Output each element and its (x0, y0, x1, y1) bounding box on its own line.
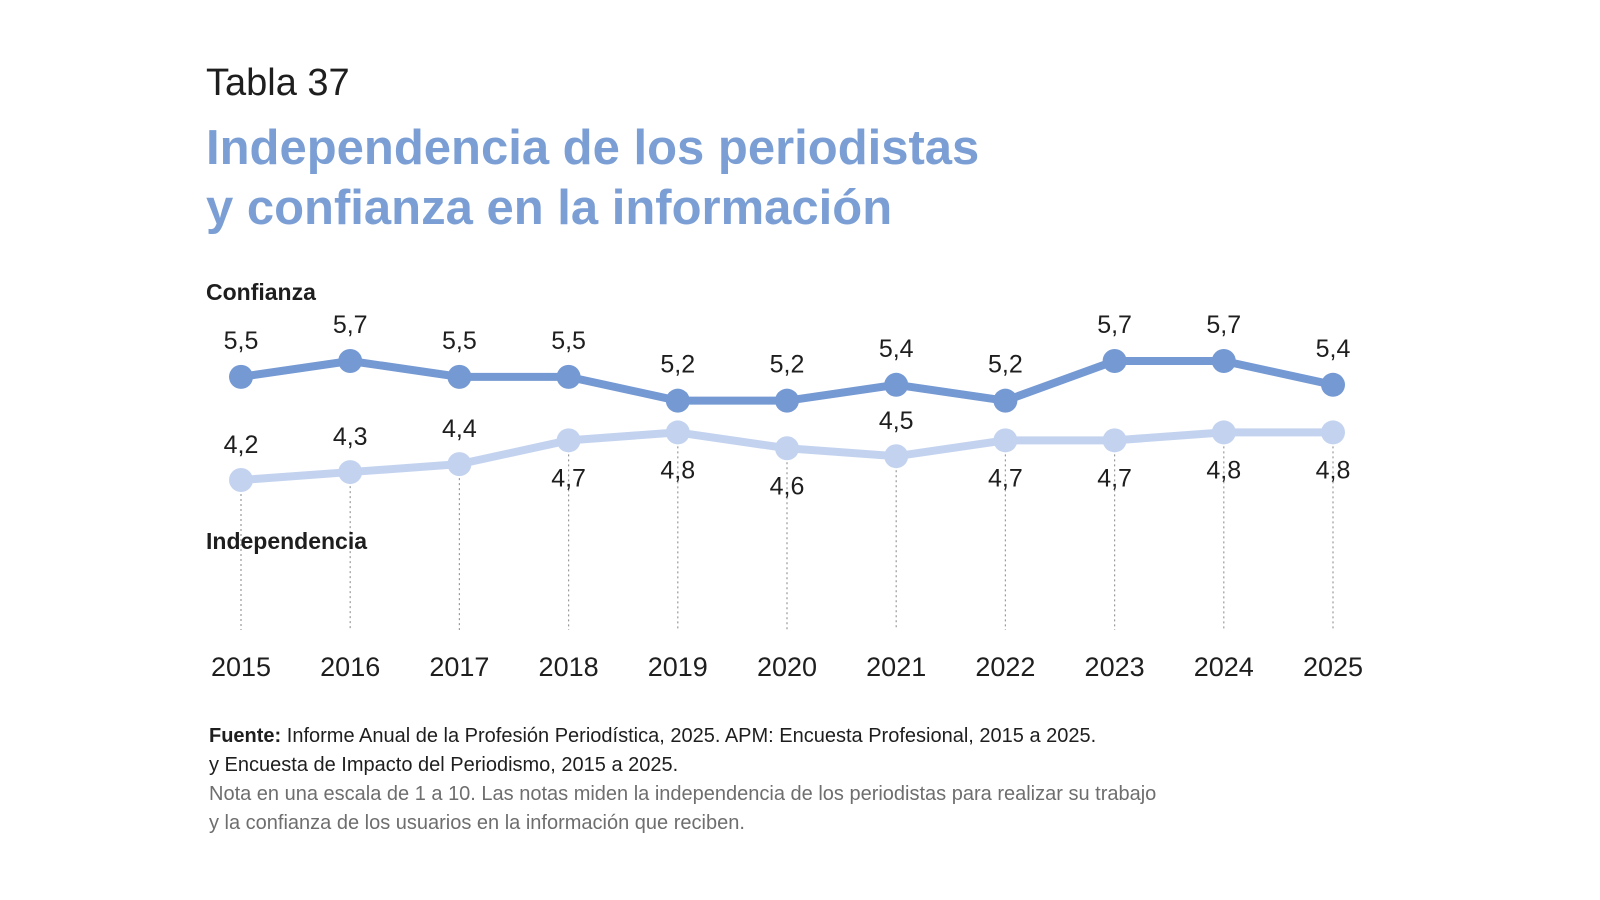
point-confianza-2023 (1102, 349, 1127, 373)
label-confianza-2022: 5,2 (988, 351, 1023, 379)
point-confianza-2017 (447, 364, 472, 389)
x-axis-tick-labels: 2015 2016 2017 2018 2019 2020 2021 2022 2023 2024… (211, 652, 1363, 682)
source-text: Informe Anual de la Profesión Periodísti… (281, 725, 1097, 747)
label-independencia-2016: 4,3 (333, 423, 368, 451)
tick-label-2017: 2017 (429, 652, 489, 682)
tick-label-2019: 2019 (648, 652, 708, 682)
label-independencia-2018: 4,7 (551, 464, 586, 492)
label-independencia-2022: 4,7 (988, 464, 1023, 492)
source-label: Fuente: (209, 725, 282, 747)
label-independencia-2015: 4,2 (224, 431, 259, 459)
point-confianza-2016 (338, 349, 363, 373)
tick-label-2025: 2025 (1303, 652, 1363, 682)
label-independencia-2024: 4,8 (1206, 456, 1241, 484)
chart-footer: Fuente: Informe Anual de la Profesión Pe… (209, 722, 1359, 838)
chart-title-line-2: y confianza en la información (206, 181, 893, 235)
point-independencia-2025 (1321, 420, 1345, 445)
label-confianza-2020: 5,2 (770, 351, 805, 379)
tick-label-2022: 2022 (975, 652, 1035, 682)
label-independencia-2021: 4,5 (879, 407, 914, 435)
line-chart: 5,5 5,7 5,5 5,5 5,2 5,2 5,4 5,2 5,7 5,7 5,4 4,2 4,3 4… (206, 279, 1363, 682)
label-independencia-2025: 4,8 (1316, 456, 1351, 484)
point-independencia-2021 (884, 444, 909, 469)
point-independencia-2018 (556, 428, 581, 453)
chart-title: Independencia de los periodistas y confi… (206, 118, 979, 238)
note-line-2: y la confianza de los usuarios en la inf… (209, 812, 745, 834)
point-independencia-2019 (665, 420, 690, 445)
point-independencia-2020 (775, 436, 799, 461)
tick-label-2020: 2020 (757, 652, 817, 682)
tick-label-2015: 2015 (211, 652, 271, 682)
data-points (229, 349, 1345, 492)
point-confianza-2021 (884, 372, 909, 397)
label-confianza-2016: 5,7 (333, 311, 368, 339)
chart-title-line-1: Independencia de los periodistas (206, 121, 980, 175)
point-confianza-2020 (775, 388, 799, 413)
label-confianza-2025: 5,4 (1316, 335, 1351, 363)
tick-label-2023: 2023 (1085, 652, 1145, 682)
point-independencia-2022 (993, 428, 1018, 453)
label-independencia-2019: 4,8 (660, 456, 695, 484)
label-independencia-2023: 4,7 (1097, 464, 1132, 492)
point-independencia-2017 (447, 452, 472, 477)
label-confianza-2021: 5,4 (879, 335, 914, 363)
tick-label-2018: 2018 (539, 652, 599, 682)
label-confianza-2019: 5,2 (660, 351, 695, 379)
point-confianza-2024 (1211, 349, 1236, 373)
label-confianza-2015: 5,5 (224, 327, 259, 355)
point-confianza-2018 (556, 364, 581, 389)
point-independencia-2024 (1211, 420, 1236, 445)
table-number: Tabla 37 (206, 62, 350, 104)
tick-label-2016: 2016 (320, 652, 380, 682)
point-confianza-2022 (993, 388, 1018, 413)
point-confianza-2025 (1321, 372, 1345, 397)
label-confianza-2017: 5,5 (442, 327, 477, 355)
label-independencia-2017: 4,4 (442, 415, 477, 443)
guide-lines (240, 446, 1334, 630)
data-labels: 5,5 5,7 5,5 5,5 5,2 5,2 5,4 5,2 5,7 5,7 5,4 4,2 4,3 4… (224, 311, 1351, 500)
label-independencia-2020: 4,6 (770, 472, 805, 500)
note-line-1: Nota en una escala de 1 a 10. Las notas … (209, 783, 1157, 805)
label-confianza-2023: 5,7 (1097, 311, 1132, 339)
point-confianza-2019 (665, 388, 690, 413)
point-independencia-2016 (338, 460, 363, 485)
label-confianza-2024: 5,7 (1206, 311, 1241, 339)
label-confianza-2018: 5,5 (551, 327, 586, 355)
source-line-1: Fuente: Informe Anual de la Profesión Pe… (209, 722, 1359, 751)
point-confianza-2015 (229, 364, 253, 389)
series-lines (237, 357, 1337, 484)
series-label-independencia: Independencia (206, 528, 367, 554)
tick-label-2021: 2021 (866, 652, 926, 682)
point-independencia-2015 (229, 468, 253, 492)
series-label-confianza: Confianza (206, 279, 316, 305)
point-independencia-2023 (1102, 428, 1127, 453)
source-line-2: y Encuesta de Impacto del Periodismo, 20… (209, 754, 679, 776)
tick-label-2024: 2024 (1194, 652, 1254, 682)
